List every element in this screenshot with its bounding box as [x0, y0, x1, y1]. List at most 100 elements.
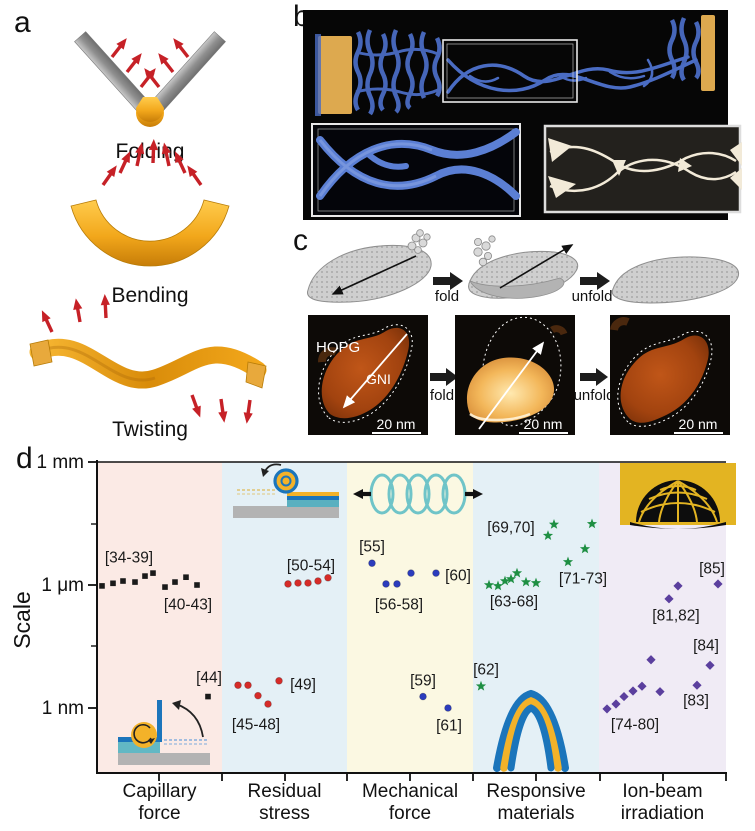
simulation-flake-unfolded: [611, 256, 739, 304]
panel-c-folding-sequence: fold unfold HOPG GNI 20 nm: [307, 229, 739, 435]
inset-photo: [543, 124, 742, 214]
fold-arrow-top: fold: [433, 272, 463, 305]
data-point: [132, 579, 138, 585]
data-point: [205, 693, 211, 700]
scalebar-label-1: 20 nm: [377, 416, 416, 432]
y-axis-title: Scale: [9, 591, 35, 649]
data-point: [183, 574, 189, 580]
ref-label: [45-48]: [232, 717, 280, 734]
inset-blue-zoom: [311, 123, 521, 217]
ref-label: [69,70]: [487, 520, 534, 537]
ref-label: [71-73]: [559, 571, 607, 588]
data-point: [562, 556, 574, 567]
y-tick-label: 1 nm: [42, 698, 84, 719]
data-point: [264, 700, 272, 708]
data-point: [150, 570, 156, 576]
highlight-box: [442, 39, 578, 103]
twisting-caption: Twisting: [112, 418, 188, 441]
data-point: [382, 580, 390, 588]
ref-label: [60]: [445, 568, 471, 585]
data-point: [483, 579, 495, 590]
data-point: [511, 567, 523, 578]
ref-label: [40-43]: [164, 597, 212, 614]
unfold-label-top: unfold: [572, 288, 613, 305]
unfold-label-bottom: unfold: [574, 387, 615, 404]
left-mesh-network: [353, 29, 442, 116]
afm-image-unfolded: 20 nm: [610, 315, 730, 435]
data-point: [705, 660, 715, 670]
data-point: [120, 578, 126, 584]
right-electrode: [701, 15, 715, 91]
category-label: Mechanical force: [362, 781, 458, 824]
data-point: [393, 580, 401, 588]
suspended-network: [446, 55, 698, 94]
y-tick-label: 1 μm: [41, 575, 84, 596]
band-3: [473, 462, 599, 773]
bending-caption: Bending: [111, 284, 188, 307]
data-point: [520, 576, 532, 587]
data-point: [492, 580, 504, 591]
data-point: [530, 577, 542, 588]
data-point: [294, 579, 302, 587]
panel-d-letter: d: [16, 442, 33, 475]
capillary-force-icon: [118, 700, 210, 765]
data-point: [628, 686, 638, 696]
ref-label: [84]: [693, 638, 719, 655]
right-mesh-network: [667, 17, 701, 82]
ref-label: [55]: [359, 539, 385, 556]
mechanical-force-icon: [353, 473, 483, 515]
data-point: [475, 680, 487, 691]
ref-label: [49]: [290, 677, 316, 694]
data-point: [542, 530, 554, 540]
data-point: [619, 691, 629, 702]
data-point: [637, 681, 647, 691]
data-point: [655, 687, 665, 697]
panel-c-letter: c: [293, 224, 308, 257]
category-label: Capillary force: [123, 781, 197, 824]
scalebar-label-3: 20 nm: [679, 416, 718, 432]
data-point: [499, 575, 511, 586]
data-point: [172, 579, 178, 585]
hopg-label: HOPG: [316, 339, 360, 356]
data-point: [142, 573, 148, 579]
data-point: [275, 677, 283, 685]
data-point: [368, 559, 376, 568]
ref-label: [61]: [436, 718, 462, 735]
data-point: [548, 519, 560, 529]
simulation-flake-initial: [307, 229, 432, 303]
panel-a-letter: a: [14, 6, 31, 39]
left-electrode: [315, 34, 352, 116]
folding-schematic: Folding: [74, 31, 226, 163]
ref-label: [56-58]: [375, 597, 423, 614]
ref-label: [62]: [473, 662, 499, 679]
fold-arrow-bottom: fold: [430, 368, 458, 404]
ref-label: [83]: [683, 693, 709, 710]
y-tick-label: 1 mm: [37, 452, 85, 473]
data-point: [664, 594, 674, 604]
chart-axes: [88, 460, 727, 781]
panel-b-micrographs: [303, 10, 742, 220]
data-point: [602, 704, 612, 714]
data-point: [611, 699, 621, 709]
data-point: [194, 582, 200, 588]
residual-stress-icon: [233, 463, 339, 518]
data-point: [432, 569, 440, 577]
data-point: [244, 681, 252, 689]
data-point: [110, 580, 116, 587]
photo-nodes: [548, 138, 742, 198]
data-point: [254, 691, 262, 700]
ref-label: [34-39]: [105, 550, 153, 567]
ref-label: [50-54]: [287, 558, 335, 575]
data-point: [713, 579, 723, 589]
twisting-schematic: Twisting: [29, 292, 267, 441]
bending-schematic: Bending: [70, 137, 230, 307]
scalebar-label-2: 20 nm: [524, 416, 563, 432]
data-point: [579, 543, 591, 554]
simulation-flake-folded: [468, 235, 579, 299]
chart-data-points: [99, 518, 723, 714]
data-point: [586, 518, 598, 529]
chart-text-labels: 1 mm 1 μm 1 nm Capillary force Residual stress…: [9, 452, 725, 824]
data-point: [505, 573, 517, 584]
